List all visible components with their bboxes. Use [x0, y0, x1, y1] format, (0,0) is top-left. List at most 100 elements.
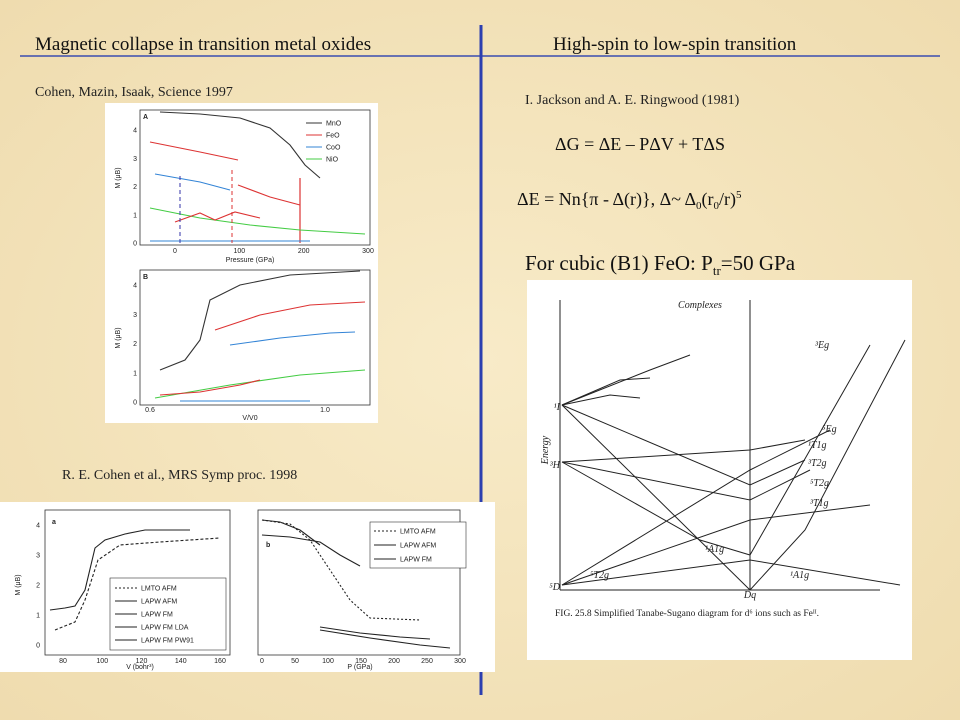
x-tick-label: 160: [214, 658, 226, 665]
equation: ΔG = ΔE – PΔV + TΔS: [555, 134, 725, 154]
figure-bg: [527, 280, 912, 660]
panel-label: A: [143, 114, 148, 121]
term-label: ¹I: [554, 402, 561, 413]
term-label: ¹A1g: [790, 570, 809, 581]
x-tick-label: 300: [362, 248, 374, 255]
legend-label: LAPW AFM: [141, 599, 177, 606]
curve: [54, 537, 221, 631]
axes: [257, 509, 461, 656]
curve: [159, 379, 261, 396]
x-tick-label: 200: [388, 658, 400, 665]
legend-label: FeO: [326, 133, 340, 140]
y-tick-label: 3: [133, 312, 137, 319]
legend-label: CoO: [326, 145, 341, 152]
curve: [319, 626, 431, 640]
x-label: P (GPa): [347, 664, 372, 671]
term-label: ³T2g: [808, 458, 827, 469]
term-label: ³H: [550, 460, 561, 471]
citation: Cohen, Mazin, Isaak, Science 1997: [35, 85, 233, 100]
axes: [44, 509, 231, 656]
y-tick-label: 2: [36, 583, 40, 590]
term-line: [561, 394, 641, 406]
stmt-sub: tr: [713, 263, 722, 278]
y-tick-label: 3: [36, 553, 40, 560]
term-label: ⁵D: [549, 582, 560, 593]
curve: [319, 629, 451, 649]
stmt-part: =50 GPa: [721, 251, 796, 275]
figure-1: A M (μB) Pressure (GPa) 0 1 2 3 4 0 100 200 300 M…: [105, 103, 378, 423]
citation: R. E. Cohen et al., MRS Symp proc. 1998: [62, 468, 297, 483]
panel-label: b: [266, 542, 270, 549]
figure-bg: [105, 103, 378, 423]
eq-part: ΔE = Nn{π - Δ(r)}, Δ~ Δ: [517, 189, 696, 210]
curve: [154, 173, 231, 191]
panel-label: a: [52, 519, 56, 526]
term-line: [561, 344, 871, 556]
axes: [139, 109, 371, 246]
legend-label: NiO: [326, 157, 339, 164]
y-tick-label: 2: [133, 184, 137, 191]
axes: [139, 269, 371, 406]
term-line: [561, 504, 871, 586]
y-tick-label: 3: [133, 156, 137, 163]
curve: [149, 141, 239, 161]
equation: ΔE = Nn{π - Δ(r)}, Δ~ Δ0(r0/r)5: [517, 189, 742, 212]
eq-part: /r): [719, 189, 736, 210]
x-tick-label: 0.6: [145, 407, 155, 414]
header-right: High-spin to low-spin transition: [553, 34, 797, 55]
y-label: M (μB): [15, 574, 22, 595]
panel-label: B: [143, 274, 148, 281]
x-tick-label: 100: [322, 658, 334, 665]
curve: [174, 211, 261, 223]
y-tick-label: 0: [36, 643, 40, 650]
caption: FIG. 25.8 Simplified Tanabe-Sugano diagr…: [555, 608, 819, 619]
eq-part: (r: [702, 189, 714, 210]
x-tick-label: 100: [233, 248, 245, 255]
y-tick-label: 1: [36, 613, 40, 620]
x-tick-label: 100: [96, 658, 108, 665]
stmt-part: For cubic (B1) FeO: P: [525, 251, 713, 275]
curve: [237, 184, 301, 206]
x-tick-label: 200: [298, 248, 310, 255]
x-label: V/V0: [242, 415, 257, 422]
legend-label: LMTO AFM: [400, 529, 436, 536]
figure-3: Complexes Energy Dq ¹I ³H ⁵D ³Eg ⁵Eg ¹T1g ³T2g…: [527, 280, 912, 660]
term-line: [561, 404, 806, 486]
term-line: [561, 404, 751, 591]
statement: For cubic (B1) FeO: Ptr=50 GPa: [525, 251, 796, 278]
x-tick-label: 140: [175, 658, 187, 665]
curve: [154, 369, 366, 399]
y-tick-label: 4: [36, 523, 40, 530]
legend-label: LAPW FM: [141, 612, 173, 619]
eq-sup: 5: [736, 189, 742, 201]
curve: [261, 519, 321, 546]
x-label: V (bohr³): [126, 664, 154, 671]
y-tick-label: 0: [133, 400, 137, 407]
y-tick-label: 1: [133, 212, 137, 219]
x-tick-label: 300: [454, 658, 466, 665]
x-tick-label: 1.0: [320, 407, 330, 414]
legend-label: LAPW AFM: [400, 543, 436, 550]
y-tick-label: 2: [133, 341, 137, 348]
term-line: [561, 461, 811, 501]
legend-label: LMTO AFM: [141, 586, 177, 593]
term-label: ³T1g: [810, 498, 829, 509]
x-label: Pressure (GPa): [226, 257, 275, 264]
y-label: M (μB): [115, 167, 122, 188]
legend-label: LAPW FM PW91: [141, 638, 194, 645]
x-tick-label: 50: [291, 658, 299, 665]
term-label: ³Eg: [815, 340, 829, 351]
curve: [261, 519, 421, 621]
curve: [49, 529, 190, 611]
term-label: ⁵T2g: [590, 570, 609, 581]
y-label: M (μB): [115, 327, 122, 348]
y-tick-label: 4: [133, 128, 137, 135]
eq-sub: 0: [696, 200, 702, 212]
eq-sub: 0: [714, 200, 720, 212]
x-tick-label: 0: [260, 658, 264, 665]
curve: [159, 270, 361, 371]
curve: [159, 111, 321, 179]
diagram-title: Complexes: [678, 300, 722, 311]
y-tick-label: 1: [133, 370, 137, 377]
